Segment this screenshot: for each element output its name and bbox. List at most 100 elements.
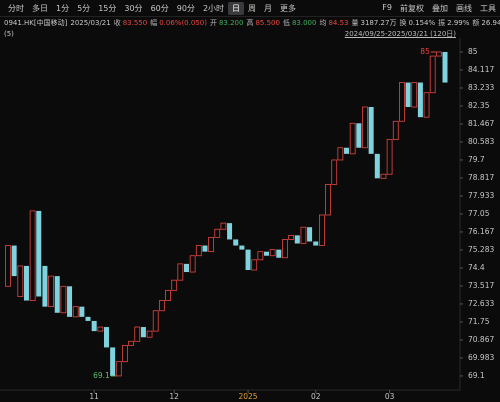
- candle-up: [146, 330, 153, 338]
- candle-down: [42, 265, 48, 307]
- y-tick-label: 72.633: [468, 299, 494, 308]
- info-line: 0941.HK[中国移动] 2025/03/21 收 83.550 幅 0.06%(0…: [0, 17, 500, 29]
- y-tick-label: 69.983: [468, 353, 494, 362]
- candle-up: [423, 92, 430, 118]
- candle-up: [60, 285, 67, 314]
- field-label: 量: [351, 19, 359, 27]
- tab[interactable]: 2小时: [202, 3, 225, 13]
- tools: F9 前复权 叠加 画线 工具: [378, 2, 500, 15]
- candle-down: [313, 241, 319, 246]
- tool[interactable]: 叠加: [432, 3, 448, 13]
- field-label: 额: [472, 19, 480, 27]
- field-value: 0.06%(0.050): [159, 19, 207, 27]
- x-tick-label: 02: [311, 392, 321, 401]
- y-tick-label: 82.35: [468, 101, 490, 110]
- candle-up: [257, 251, 264, 261]
- candle-down: [110, 347, 116, 376]
- candle-up: [269, 249, 276, 257]
- field-value: 83.200: [218, 19, 244, 27]
- field-label: 低: [282, 19, 290, 27]
- tab[interactable]: 多日: [32, 3, 48, 13]
- y-tick-label: 83.233: [468, 83, 494, 92]
- candle-up: [171, 279, 178, 291]
- candle-up: [220, 222, 227, 230]
- y-tick-label: 84.117: [468, 65, 494, 74]
- candle-up: [189, 255, 196, 273]
- candle-up: [349, 122, 356, 155]
- tab[interactable]: 5分: [77, 3, 91, 13]
- annotation: 85: [420, 47, 430, 56]
- tool[interactable]: F9: [382, 2, 392, 12]
- field-value: 84.53: [328, 19, 349, 27]
- candle-up: [128, 340, 134, 346]
- tab[interactable]: 月: [264, 3, 273, 13]
- tab[interactable]: 日: [228, 1, 245, 15]
- field-value: 2.99%: [447, 19, 470, 27]
- candle-up: [429, 55, 436, 94]
- candle-down: [294, 235, 300, 244]
- candle-up: [72, 306, 79, 318]
- candle-up: [319, 214, 325, 246]
- candle-up: [362, 106, 368, 149]
- candle-up: [5, 245, 11, 287]
- y-tick-label: 75.283: [468, 245, 494, 254]
- field-value: 26.94亿: [481, 19, 500, 27]
- candle-down: [344, 147, 350, 154]
- field-value: 0.154%: [408, 19, 436, 27]
- tab[interactable]: 更多: [280, 3, 297, 13]
- date: 2025/03/21: [70, 19, 111, 27]
- indicator: (5): [4, 30, 14, 38]
- x-tick-label: 03: [385, 392, 395, 401]
- tool[interactable]: 画线: [456, 3, 472, 13]
- field-label: 振: [438, 19, 446, 27]
- candle-up: [337, 147, 344, 161]
- y-tick-label: 85: [468, 47, 478, 56]
- symbol: 0941.HK[中国移动]: [4, 19, 68, 27]
- candle-up: [399, 82, 405, 122]
- candle-down: [54, 276, 60, 313]
- candle-down: [11, 245, 17, 277]
- y-tick-label: 74.4: [468, 263, 485, 272]
- tab[interactable]: 30分: [124, 3, 143, 13]
- field-label: 换: [399, 19, 407, 27]
- y-tick-label: 81.467: [468, 119, 494, 128]
- tab[interactable]: 15分: [98, 3, 117, 13]
- candle-down: [140, 327, 146, 338]
- y-tick-label: 69.1: [468, 371, 485, 380]
- candle-up: [411, 82, 418, 108]
- candle-up: [122, 344, 128, 363]
- tab[interactable]: 90分: [176, 3, 195, 13]
- candle-down: [417, 82, 423, 118]
- field-value: 83.000: [291, 19, 317, 27]
- y-tick-label: 73.517: [468, 281, 494, 290]
- candle-down: [79, 306, 85, 317]
- y-tick-label: 80.583: [468, 137, 494, 146]
- candle-up: [282, 239, 288, 259]
- candle-down: [85, 316, 91, 321]
- tab[interactable]: 分时: [8, 3, 24, 13]
- y-tick-label: 79.7: [468, 155, 485, 164]
- field-label: 幅: [150, 19, 158, 27]
- candle-down: [23, 265, 29, 301]
- tool[interactable]: 工具: [480, 3, 496, 13]
- candle-up: [214, 228, 221, 238]
- tab[interactable]: 周: [248, 3, 257, 13]
- candle-up: [380, 173, 387, 179]
- tab[interactable]: 1分: [56, 3, 70, 13]
- candle-down: [405, 82, 411, 107]
- candle-up: [97, 326, 104, 332]
- date-range[interactable]: 2024/09/25-2025/03/21 (120日): [344, 30, 456, 38]
- candle-down: [374, 153, 380, 179]
- candle-down: [183, 263, 189, 273]
- candle-up: [325, 184, 331, 216]
- y-tick-label: 77.933: [468, 191, 494, 200]
- tab[interactable]: 60分: [150, 3, 169, 13]
- y-tick-label: 70.867: [468, 335, 494, 344]
- candle-down: [276, 249, 282, 258]
- candle-down: [227, 223, 233, 240]
- y-tick-label: 76.167: [468, 227, 494, 236]
- tool[interactable]: 前复权: [400, 3, 424, 13]
- indicator-row: (5) 2024/09/25-2025/03/21 (120日): [0, 29, 500, 39]
- field-value: 83.550: [122, 19, 148, 27]
